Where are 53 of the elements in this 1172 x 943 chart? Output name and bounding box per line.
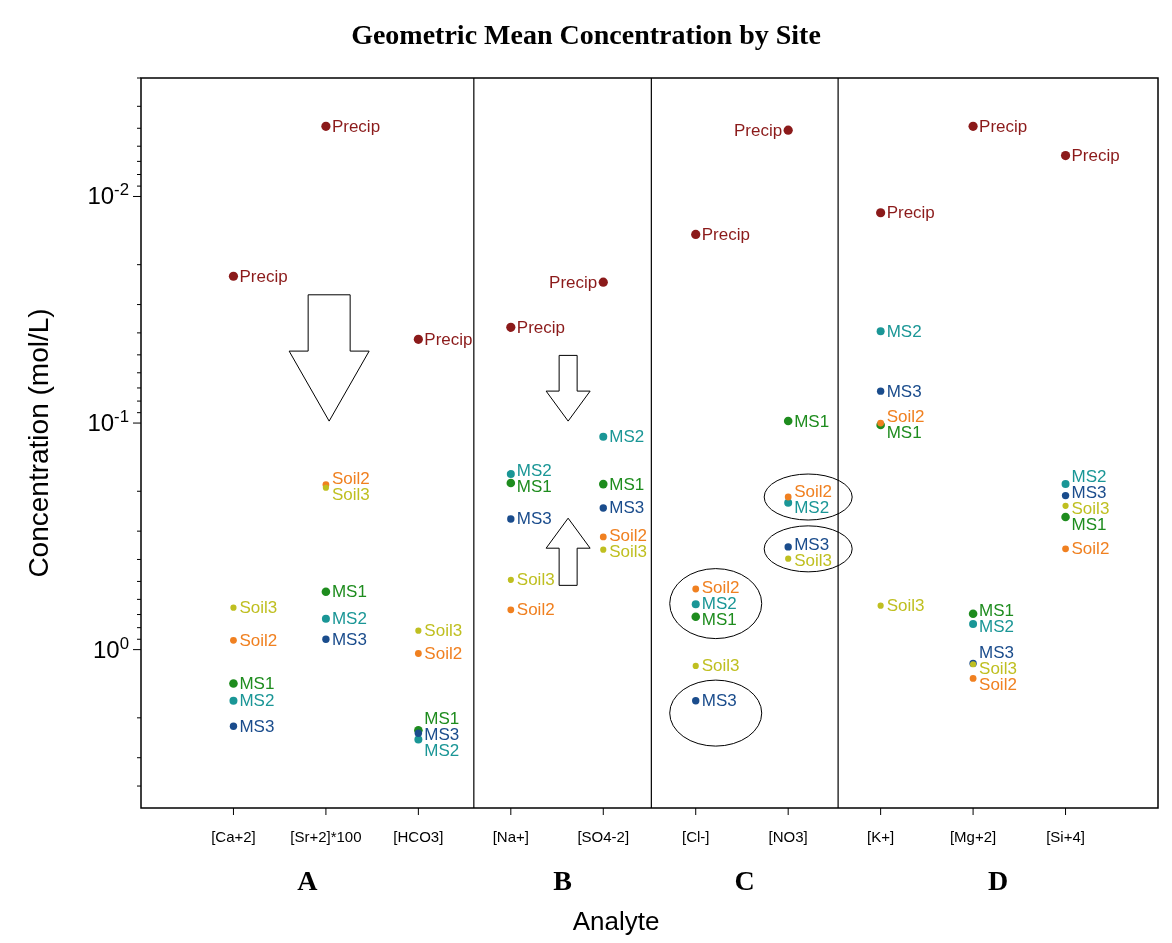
text: MS1	[331, 582, 367, 602]
series-label: MS2	[239, 691, 275, 711]
text: Precip	[1071, 146, 1120, 166]
text: MS3	[609, 498, 645, 518]
text: Soil2	[516, 600, 555, 620]
x-tick-label: [SO4-2]	[577, 828, 630, 845]
text: Soil2	[1071, 539, 1110, 559]
text: Soil2	[424, 643, 463, 663]
series-label: Soil2	[239, 630, 278, 650]
y-tick-label: 10$^{0}$	[92, 633, 129, 663]
text: MS3	[701, 691, 737, 711]
series-label: MS1	[239, 673, 275, 693]
text: Soil3	[701, 656, 740, 676]
text: Soil3	[424, 621, 463, 641]
text: MS2	[886, 321, 922, 341]
text: B	[553, 865, 572, 896]
x-tick-label: [Na+]	[492, 828, 529, 845]
x-tick-label: [Sr+2]*100	[290, 828, 362, 845]
chart-title: Geometric Mean Concentration by Site	[351, 19, 821, 50]
x-axis-title: Analyte	[572, 906, 660, 936]
text: Soil3	[886, 596, 925, 616]
text: Precip	[886, 203, 935, 223]
series-label: Soil3	[239, 598, 278, 618]
text: Precip	[979, 116, 1028, 136]
text: Precip	[701, 224, 750, 244]
text: MS1	[609, 474, 645, 494]
text: MS3	[516, 509, 552, 529]
text: Soil3	[516, 570, 555, 590]
text: MS2	[609, 427, 645, 447]
text: D	[987, 865, 1009, 896]
x-tick-label: [NO3]	[768, 828, 808, 845]
text: Precip	[549, 272, 598, 292]
y-tick-label: 10$^{-1}$	[87, 406, 129, 437]
x-tick-label: [Mg+2]	[949, 828, 997, 845]
text: Precip	[516, 317, 566, 337]
text: MS2	[331, 609, 367, 629]
x-tick-label: [HCO3]	[393, 828, 444, 845]
text: C	[734, 865, 755, 896]
text: MS3	[331, 629, 367, 649]
text: Precip	[331, 116, 381, 136]
x-tick-label: [K+]	[867, 828, 895, 845]
text: Precip	[733, 120, 783, 140]
x-tick-label: [Cl-]	[681, 828, 710, 845]
y-axis-title: Concentration (mol/L)	[23, 308, 54, 578]
y-tick-label: 10$^{-2}$	[87, 179, 129, 210]
text: MS3	[886, 381, 922, 401]
x-tick-label: [Si+4]	[1046, 828, 1085, 845]
text: A	[297, 865, 319, 896]
series-label: Precip	[239, 266, 288, 286]
series-label: MS3	[239, 716, 275, 736]
x-tick-label: [Ca+2]	[211, 828, 256, 845]
text: Precip	[424, 329, 473, 349]
text: MS1	[794, 411, 830, 431]
